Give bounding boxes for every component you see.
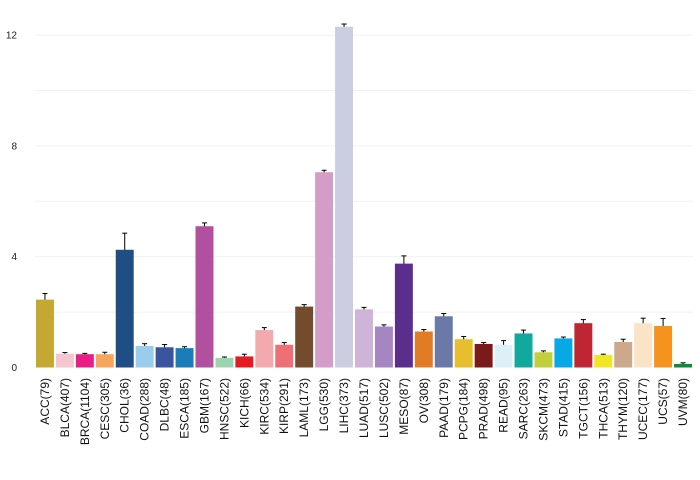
x-tick-label: MESO(87)	[397, 378, 411, 435]
x-tick-label: DLBC(48)	[158, 378, 172, 431]
bar-lihc	[335, 26, 354, 368]
bar-paad	[434, 316, 453, 368]
bar-meso	[394, 263, 413, 368]
bar-kirc	[255, 330, 274, 368]
x-tick-label: PAAD(179)	[437, 378, 451, 438]
x-axis-labels: ACC(79) BLCA(407) BRCA(1104) CESC(305) CHOL(…	[38, 378, 690, 445]
bar-brca	[75, 354, 94, 368]
bar-blca	[55, 353, 74, 368]
x-tick-label: SARC(263)	[517, 378, 531, 439]
bar-thym	[614, 342, 633, 368]
x-tick-label: ACC(79)	[38, 378, 52, 425]
x-tick-label: PCPG(184)	[457, 378, 471, 440]
y-tick-label: 0	[11, 363, 17, 374]
x-tick-label: PRAD(498)	[477, 378, 491, 439]
x-tick-label: STAD(415)	[556, 378, 570, 437]
x-tick-label: UCS(57)	[656, 378, 670, 425]
bar-pcpg	[454, 339, 473, 368]
y-tick-label: 12	[6, 31, 18, 42]
bar-read	[494, 344, 513, 368]
bar-prad	[474, 343, 493, 368]
x-tick-label: CHOL(36)	[118, 378, 132, 433]
bar-ov	[414, 331, 433, 368]
x-tick-label: GBM(167)	[197, 378, 211, 433]
bar-stad	[554, 338, 573, 368]
y-axis-ticks: 0 4 8 12	[6, 31, 18, 374]
x-tick-label: OV(308)	[417, 378, 431, 423]
x-tick-label: CESC(305)	[98, 378, 112, 439]
bar-esca	[175, 348, 194, 368]
x-tick-label: KIRC(534)	[257, 378, 271, 435]
x-tick-label: UVM(80)	[676, 378, 690, 426]
bar-tgct	[574, 323, 593, 368]
x-tick-label: LUSC(502)	[377, 378, 391, 438]
x-tick-label: COAD(288)	[138, 378, 152, 441]
x-tick-label: LAML(173)	[297, 378, 311, 437]
x-tick-label: THYM(120)	[616, 378, 630, 440]
x-tick-label: SKCM(473)	[536, 378, 550, 441]
x-tick-label: HNSC(522)	[217, 378, 231, 440]
x-tick-label: KIRP(291)	[277, 378, 291, 434]
x-tick-label: TGCT(156)	[576, 378, 590, 439]
bar-lusc	[374, 326, 393, 368]
bar-hnsc	[215, 357, 234, 368]
bar-uvm	[674, 363, 693, 368]
bar-kirp	[275, 344, 294, 368]
x-tick-label: UCEC(177)	[636, 378, 650, 440]
bar-acc	[35, 299, 54, 368]
bar-luad	[355, 309, 373, 368]
bar-gbm	[195, 226, 214, 368]
x-tick-label: BLCA(407)	[58, 378, 72, 437]
y-tick-label: 4	[11, 252, 17, 263]
bar-thca	[594, 355, 613, 368]
bar-lgg	[315, 172, 334, 368]
x-tick-label: READ(95)	[497, 378, 511, 433]
bar-ucec	[634, 323, 653, 368]
bar-dlbc	[155, 347, 174, 368]
x-tick-label: LGG(530)	[317, 378, 331, 431]
x-tick-label: KICH(66)	[237, 378, 251, 428]
x-tick-label: LIHC(373)	[337, 378, 351, 433]
bar-ucs	[654, 325, 673, 368]
bar-laml	[295, 306, 314, 368]
bar-skcm	[534, 352, 553, 368]
bar-sarc	[514, 333, 533, 368]
bar-kich	[235, 356, 254, 368]
bar-cesc	[95, 354, 114, 368]
x-tick-label: BRCA(1104)	[78, 378, 92, 445]
x-tick-label: THCA(513)	[596, 378, 610, 439]
bar-chol	[115, 249, 134, 368]
x-tick-label: LUAD(517)	[357, 378, 371, 438]
gridlines	[35, 34, 693, 313]
x-tick-label: ESCA(185)	[178, 378, 192, 439]
bar-coad	[135, 345, 154, 368]
bars	[35, 26, 693, 368]
y-tick-label: 8	[11, 141, 17, 152]
